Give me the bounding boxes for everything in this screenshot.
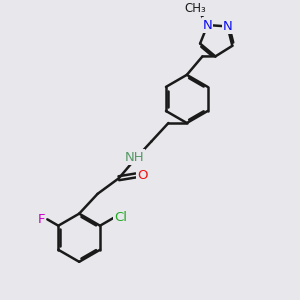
Text: NH: NH — [124, 151, 144, 164]
Text: CH₃: CH₃ — [184, 2, 206, 15]
Text: F: F — [38, 213, 45, 226]
Text: N: N — [223, 20, 232, 33]
Text: Cl: Cl — [114, 212, 127, 224]
Text: N: N — [203, 19, 212, 32]
Text: O: O — [137, 169, 147, 182]
